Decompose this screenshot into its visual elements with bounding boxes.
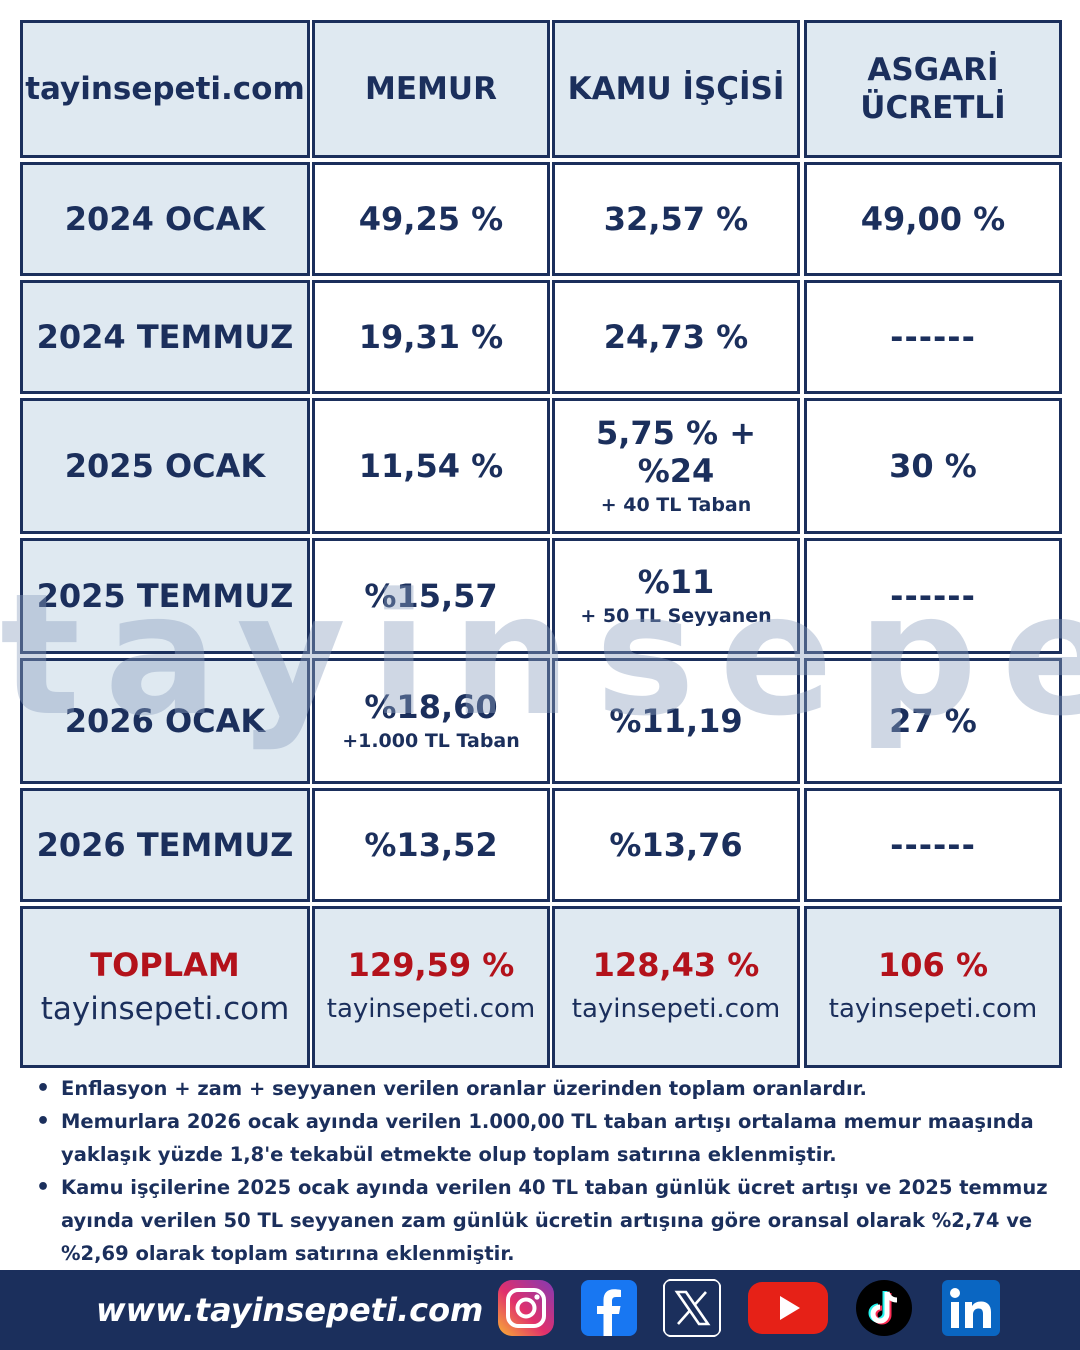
memur-subnote: +1.000 TL Taban [342,730,520,752]
row-label: 2024 OCAK [64,200,266,238]
footnote-item: Memurlara 2026 ocak ayında verilen 1.000… [36,1105,1066,1171]
asgari-value: 49,00 % [860,200,1006,238]
facebook-icon[interactable] [580,1278,638,1338]
cell-kamu-2025-temmuz: %11 + 50 TL Seyyanen [552,538,800,654]
linkedin-icon[interactable] [940,1278,1002,1338]
asgari-value: ------ [890,577,976,615]
memur-value: %18,60 [364,688,498,726]
asgari-value: ------ [890,318,976,356]
cell-kamu-2026-temmuz: %13,76 [552,788,800,902]
kamu-subnote: + 50 TL Seyyanen [580,605,772,627]
footnotes: Enflasyon + zam + seyyanen verilen oranl… [36,1072,1066,1270]
cell-memur-2025-temmuz: %15,57 [312,538,550,654]
header-kamu-label: KAMU İŞÇİSİ [567,71,785,107]
cell-asgari-2025-ocak: 30 % [804,398,1062,534]
footnote-item: Enflasyon + zam + seyyanen verilen oranl… [36,1072,1066,1105]
cell-asgari-2025-temmuz: ------ [804,538,1062,654]
row-label-2024-temmuz: 2024 TEMMUZ [20,280,310,394]
cell-kamu-2025-ocak: 5,75 % + %24 + 40 TL Taban [552,398,800,534]
cell-asgari-2024-ocak: 49,00 % [804,162,1062,276]
cell-asgari-2024-temmuz: ------ [804,280,1062,394]
row-label: 2026 OCAK [64,702,266,740]
row-label-2024-ocak: 2024 OCAK [20,162,310,276]
row-label-2026-temmuz: 2026 TEMMUZ [20,788,310,902]
cell-memur-2024-temmuz: 19,31 % [312,280,550,394]
row-label-2025-ocak: 2025 OCAK [20,398,310,534]
total-kamu-value: 128,43 % [592,946,760,984]
x-icon[interactable] [662,1278,722,1338]
row-label-2026-ocak: 2026 OCAK [20,658,310,784]
row-label: 2025 OCAK [64,447,266,485]
kamu-value: %13,76 [609,826,743,864]
cell-asgari-2026-temmuz: ------ [804,788,1062,902]
kamu-subnote: + 40 TL Taban [600,494,752,516]
cell-memur-2024-ocak: 49,25 % [312,162,550,276]
total-kamu-cell: 128,43 % tayinsepeti.com [552,906,800,1068]
asgari-value: ------ [890,826,976,864]
asgari-value: 27 % [889,702,977,740]
kamu-value: 24,73 % [603,318,749,356]
total-label: TOPLAM [90,946,240,984]
header-kamu-iscisi: KAMU İŞÇİSİ [552,20,800,158]
total-label-cell: TOPLAM tayinsepeti.com [20,906,310,1068]
total-memur-cell: 129,59 % tayinsepeti.com [312,906,550,1068]
cell-kamu-2024-temmuz: 24,73 % [552,280,800,394]
asgari-value: 30 % [889,447,977,485]
row-label: 2025 TEMMUZ [36,577,294,615]
memur-value: %15,57 [364,577,498,615]
header-memur: MEMUR [312,20,550,158]
cell-memur-2025-ocak: 11,54 % [312,398,550,534]
row-label: 2026 TEMMUZ [36,826,294,864]
total-asgari-value: 106 % [878,946,988,984]
header-asgari-label: ASGARİ ÜCRETLİ [860,52,1006,126]
kamu-value: %11 [637,563,715,601]
memur-value: 11,54 % [358,447,504,485]
header-corner-site: tayinsepeti.com [25,71,305,107]
kamu-value: %11,19 [609,702,743,740]
memur-value: %13,52 [364,826,498,864]
cell-memur-2026-ocak: %18,60 +1.000 TL Taban [312,658,550,784]
kamu-value: 5,75 % + %24 [595,414,757,490]
total-site-label: tayinsepeti.com [326,994,536,1024]
total-site-label: tayinsepeti.com [40,991,290,1027]
total-site-label: tayinsepeti.com [571,994,781,1024]
row-label: 2024 TEMMUZ [36,318,294,356]
website-link[interactable]: www.tayinsepeti.com [96,1291,484,1329]
memur-value: 19,31 % [358,318,504,356]
header-corner-cell: tayinsepeti.com [20,20,310,158]
total-asgari-cell: 106 % tayinsepeti.com [804,906,1062,1068]
total-site-label: tayinsepeti.com [828,994,1038,1024]
footnote-item: Kamu işçilerine 2025 ocak ayında verilen… [36,1171,1066,1270]
header-memur-label: MEMUR [365,71,497,107]
total-memur-value: 129,59 % [347,946,515,984]
header-asgari-ucretli: ASGARİ ÜCRETLİ [804,20,1062,158]
cell-kamu-2024-ocak: 32,57 % [552,162,800,276]
cell-kamu-2026-ocak: %11,19 [552,658,800,784]
rates-table: tayinsepeti.com MEMUR KAMU İŞÇİSİ ASGARİ… [18,18,1064,1070]
instagram-icon[interactable] [496,1278,556,1338]
tiktok-icon[interactable] [854,1278,914,1338]
footer-bar: www.tayinsepeti.com [0,1270,1080,1350]
cell-asgari-2026-ocak: 27 % [804,658,1062,784]
cell-memur-2026-temmuz: %13,52 [312,788,550,902]
row-label-2025-temmuz: 2025 TEMMUZ [20,538,310,654]
memur-value: 49,25 % [358,200,504,238]
youtube-icon[interactable] [746,1278,830,1338]
kamu-value: 32,57 % [603,200,749,238]
